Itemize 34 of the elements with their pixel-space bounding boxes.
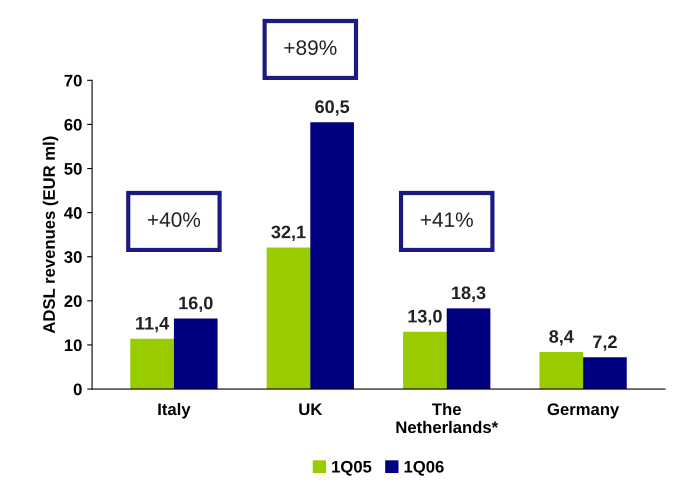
y-axis-title: ADSL revenues (EUR ml) [42,136,58,334]
y-tick-label: 70 [64,74,82,87]
y-tick-label: 60 [64,118,82,131]
bar [174,318,218,390]
annotation: +40% [148,212,200,228]
y-tick-label: 0 [74,383,82,396]
bar [310,122,354,390]
text: +89% [284,40,336,56]
data-label: 60,5 [315,100,350,116]
y-tick-label: 30 [64,251,82,263]
annotation: +41% [420,212,473,227]
legend-label: 1Q06 [404,460,444,476]
data-label: 13,0 [408,310,442,326]
data-label: 32,1 [271,226,306,241]
data-label: 7,2 [593,335,617,351]
x-tick-label: The Netherlands* [396,402,498,434]
data-label: 18,3 [452,286,486,302]
x-tick-label: UK [299,404,322,416]
x-tick-label: Italy [158,402,190,418]
bar [539,352,584,390]
data-label: 11,4 [136,317,170,332]
y-tick-label: 50 [64,162,82,175]
bar [130,338,174,390]
bar [583,357,627,390]
y-tick-label: 40 [64,207,82,219]
bar [403,332,447,390]
y-tick-label: 10 [64,339,82,352]
y-tick-label: 20 [64,295,82,308]
data-label: 16,0 [179,296,213,312]
bar [446,308,490,390]
x-tick-label: Germany [548,403,620,418]
bar [266,247,310,390]
legend-label: 1Q05 [332,460,372,476]
data-label: 8,4 [549,330,574,346]
